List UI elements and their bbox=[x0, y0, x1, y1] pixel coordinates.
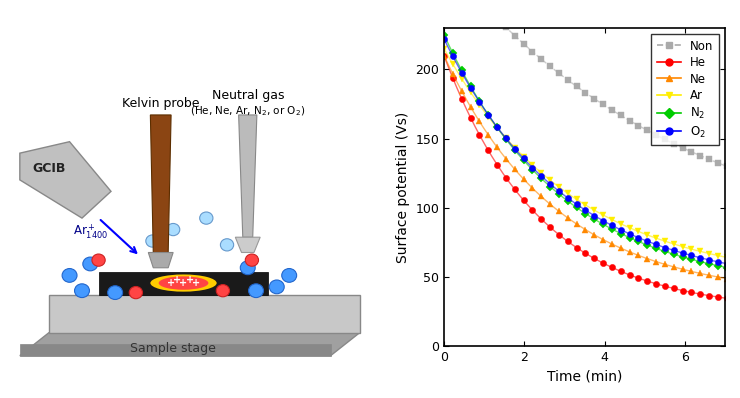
Circle shape bbox=[166, 223, 180, 236]
Polygon shape bbox=[49, 295, 360, 333]
Polygon shape bbox=[148, 252, 173, 268]
Circle shape bbox=[108, 286, 123, 299]
X-axis label: Time (min): Time (min) bbox=[547, 370, 622, 384]
Ellipse shape bbox=[150, 275, 217, 292]
Text: +: + bbox=[167, 278, 175, 288]
Y-axis label: Surface potential (Vs): Surface potential (Vs) bbox=[396, 111, 410, 263]
Text: GCIB: GCIB bbox=[32, 162, 66, 175]
Text: +: + bbox=[180, 278, 187, 288]
Text: +: + bbox=[186, 275, 194, 285]
Circle shape bbox=[216, 285, 229, 297]
Text: (He, Ne, Ar, N$_2$, or O$_2$): (He, Ne, Ar, N$_2$, or O$_2$) bbox=[190, 104, 306, 118]
Polygon shape bbox=[98, 271, 269, 295]
Circle shape bbox=[92, 254, 105, 266]
Text: Neutral gas: Neutral gas bbox=[212, 89, 284, 102]
Text: Sample stage: Sample stage bbox=[130, 341, 216, 355]
Ellipse shape bbox=[158, 276, 209, 290]
Text: Kelvin probe: Kelvin probe bbox=[122, 97, 200, 110]
Circle shape bbox=[62, 269, 77, 282]
Circle shape bbox=[221, 239, 234, 251]
Polygon shape bbox=[238, 115, 257, 237]
Text: Ar$_{1400}^+$: Ar$_{1400}^+$ bbox=[73, 222, 108, 241]
Polygon shape bbox=[20, 344, 331, 356]
Polygon shape bbox=[20, 333, 360, 356]
Circle shape bbox=[282, 269, 297, 282]
Circle shape bbox=[249, 284, 263, 298]
Circle shape bbox=[75, 284, 90, 298]
Circle shape bbox=[245, 254, 258, 266]
Polygon shape bbox=[150, 115, 171, 252]
Polygon shape bbox=[20, 142, 111, 218]
Circle shape bbox=[83, 257, 98, 271]
Text: +: + bbox=[173, 275, 181, 285]
Circle shape bbox=[240, 261, 255, 275]
Circle shape bbox=[130, 287, 143, 299]
Polygon shape bbox=[235, 237, 260, 252]
Legend: Non, He, Ne, Ar, N$_2$, O$_2$: Non, He, Ne, Ar, N$_2$, O$_2$ bbox=[651, 34, 719, 146]
Circle shape bbox=[269, 280, 284, 294]
Circle shape bbox=[146, 235, 159, 247]
Circle shape bbox=[200, 212, 213, 224]
Text: +: + bbox=[192, 278, 200, 288]
